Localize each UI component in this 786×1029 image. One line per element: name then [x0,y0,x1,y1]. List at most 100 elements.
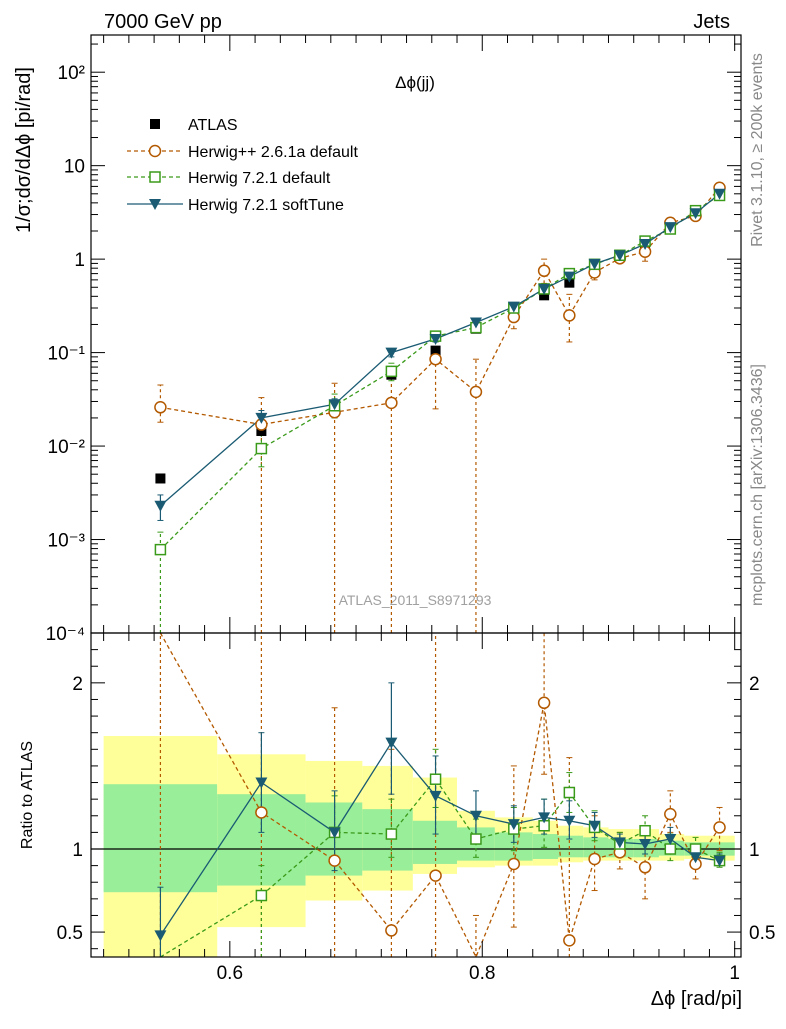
watermark: ATLAS_2011_S8971293 [339,592,492,608]
herwig7-ratio-point [639,824,651,837]
y-tick-label-top: 10⁻² [48,437,86,458]
herwig-pp-point [537,264,551,278]
ratio-tick-label-left: 2 [72,674,83,695]
herwig-pp-ratio-point [507,857,521,871]
softtune-ratio-point [664,834,677,846]
softtune-ratio-point [613,837,626,849]
softtune-point [639,239,652,251]
ratio-tick-label-left: 1 [72,840,83,861]
ratio-tick-label-right: 0.5 [749,923,775,944]
herwig7-point [255,442,268,455]
ratio-tick-label-right: 2 [749,674,760,695]
herwig-pp-ratio-point [328,854,341,867]
softtune-point [588,258,601,270]
y-tick-label-top: 1 [74,250,85,271]
y-tick-label-top: 10 [64,157,85,178]
softtune-point [328,399,341,411]
herwig-pp-ratio-point [664,807,677,821]
softtune-point [507,301,520,313]
ratio-tick-label-right: 1 [749,840,760,861]
softtune-point [613,250,626,262]
herwig-pp-point [154,401,167,414]
legend-marker [148,144,162,158]
y-tick-label-top: 10⁻¹ [48,344,86,365]
x-tick-label: 1 [729,963,740,984]
herwig-pp-point [385,396,398,410]
y-axis-label-top: 1/σ;dσ/dΔϕ [pi/rad] [13,67,35,233]
atlas-point [430,345,441,356]
herwig-pp-ratio-point [385,924,398,937]
herwig7-point [154,543,167,556]
softtune-ratio-point [588,820,601,832]
atlas-point [256,425,267,436]
main-plot [154,181,726,634]
softtune-ratio-point [328,827,341,839]
legend-label: ATLAS [188,117,238,134]
legend: ATLAS Herwig++ 2.6.1a default Herwig 7.2.1… [127,117,358,214]
softtune-ratio-point [255,777,268,789]
herwig-pp-ratio-point [638,861,652,874]
softtune-ratio-point [689,852,702,864]
atlas-point [539,290,550,301]
side-text-bottom: mcplots.cern.ch [arXiv:1306.3436] [749,364,766,606]
band-inner [583,837,609,858]
softtune-point [385,347,398,359]
side-text-top: Rivet 3.1.10, ≥ 200k events [749,53,766,247]
band-inner [362,809,413,871]
herwig-pp-ratio-point [713,821,726,834]
softtune-ratio-point [507,819,520,831]
header-left: 7000 GeV pp [104,11,222,33]
herwig7-ratio-point [470,833,482,845]
softtune-point [713,188,726,200]
herwig-pp-ratio-point [588,852,601,866]
ratio-tick-label-left: 0.5 [57,923,83,944]
softtune-point [689,208,702,220]
herwig7-ratio-point [385,828,398,840]
legend-label: Herwig++ 2.6.1a default [188,144,358,161]
softtune-ratio-point [713,855,726,867]
bottom-frame [90,632,742,958]
softtune-ratio-point [563,815,576,827]
herwig7-ratio-point [429,773,442,785]
softtune-ratio-point [469,810,482,822]
herwig-pp-point [429,352,442,366]
legend-marker [150,119,160,129]
herwig7-ratio-point [563,786,576,799]
softtune-ratio-point [429,790,442,802]
x-tick-label: 0.8 [469,963,495,984]
header-right: Jets [693,11,730,33]
legend-marker [149,199,161,210]
softtune-point [538,283,551,295]
herwig-pp-point [469,385,483,399]
band-inner [103,784,218,893]
herwig-pp-ratio-point [255,806,268,819]
softtune-ratio-point [385,737,398,749]
y-tick-label-top: 10⁻³ [48,531,86,552]
x-axis-label: Δϕ [rad/pi] [651,988,742,1010]
legend-marker [149,171,161,183]
softtune-ratio-point [154,930,167,942]
band-inner [557,835,584,858]
herwig7-ratio-point [664,843,677,855]
softtune-point [154,500,167,512]
y-axis-label-bottom: Ratio to ATLAS [19,741,36,849]
herwig-pp-point [563,309,576,322]
softtune-point [469,317,482,329]
softtune-point [429,333,442,345]
atlas-point [155,473,166,484]
softtune-point [255,412,268,424]
ratio-plot [91,632,741,959]
atlas-point [564,277,575,288]
band-inner [412,820,458,864]
y-tick-label-top: 10² [58,63,85,84]
x-tick-label: 0.6 [217,963,243,984]
band-inner [532,834,558,859]
herwig7-point [385,365,398,378]
softtune-ratio-point [538,812,551,824]
axes: 10⁻⁴ 10⁻³ 10⁻² 10⁻¹ 1 10 10² 0.5 0.5 1 1 2 2 0.6 0.8 1 [46,34,775,984]
legend-label: Herwig 7.2.1 softTune [188,197,344,214]
softtune-point [563,271,576,283]
herwig-pp-ratio-line [159,632,721,959]
legend-label: Herwig 7.2.1 default [188,170,331,187]
